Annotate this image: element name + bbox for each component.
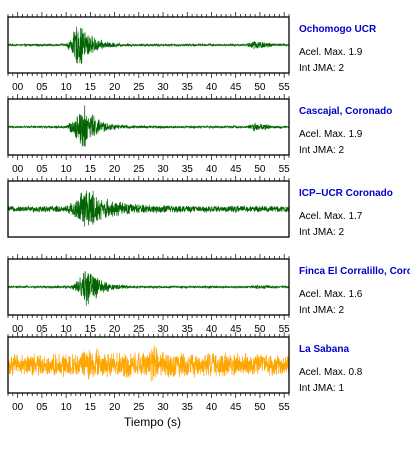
x-tick-label: 40 <box>206 402 218 413</box>
waveform-trace-2 <box>7 190 290 227</box>
x-tick-label: 20 <box>109 82 121 93</box>
jma-intensity-label: Int JMA: 2 <box>299 305 345 316</box>
x-tick-label: 30 <box>157 402 169 413</box>
x-tick-label: 40 <box>206 164 218 175</box>
x-axis-label: Tiempo (s) <box>124 415 181 429</box>
x-tick-label: 40 <box>206 324 218 335</box>
x-tick-label: 35 <box>182 402 194 413</box>
acel-max-label: Acel. Max. 1.7 <box>299 211 363 222</box>
x-tick-label: 10 <box>61 164 73 175</box>
jma-intensity-label: Int JMA: 2 <box>299 145 345 156</box>
acel-max-label: Acel. Max. 1.9 <box>299 129 363 140</box>
x-tick-label: 15 <box>85 82 97 93</box>
x-tick-label: 50 <box>254 402 266 413</box>
x-tick-label: 35 <box>182 82 194 93</box>
waveform-trace-1 <box>7 105 290 147</box>
x-tick-label: 25 <box>133 164 145 175</box>
jma-intensity-label: Int JMA: 1 <box>299 383 345 394</box>
x-tick-label: 40 <box>206 82 218 93</box>
station-name: ICP–UCR Coronado <box>299 188 393 199</box>
x-tick-label: 00 <box>12 402 24 413</box>
x-tick-label: 45 <box>230 164 242 175</box>
x-tick-label: 30 <box>157 324 169 335</box>
x-tick-label: 10 <box>61 324 73 335</box>
x-tick-label: 50 <box>254 324 266 335</box>
x-tick-label: 35 <box>182 324 194 335</box>
x-tick-label: 55 <box>279 402 291 413</box>
jma-intensity-label: Int JMA: 2 <box>299 63 345 74</box>
x-tick-label: 50 <box>254 164 266 175</box>
x-tick-label: 30 <box>157 164 169 175</box>
x-tick-label: 05 <box>36 402 48 413</box>
x-tick-label: 35 <box>182 164 194 175</box>
acel-max-label: Acel. Max. 1.6 <box>299 289 363 300</box>
waveform-trace-4 <box>7 345 290 382</box>
x-tick-label: 15 <box>85 402 97 413</box>
x-tick-label: 10 <box>61 82 73 93</box>
x-tick-label: 05 <box>36 164 48 175</box>
waveform-trace-0 <box>7 26 290 64</box>
x-tick-label: 20 <box>109 164 121 175</box>
x-tick-label: 20 <box>109 402 121 413</box>
acel-max-label: Acel. Max. 1.9 <box>299 47 363 58</box>
x-tick-label: 45 <box>230 324 242 335</box>
x-tick-label: 05 <box>36 324 48 335</box>
x-tick-label: 15 <box>85 324 97 335</box>
station-name: Finca El Corralillo, Coronado <box>299 266 410 277</box>
x-tick-label: 15 <box>85 164 97 175</box>
waveform-trace-3 <box>7 271 290 306</box>
station-name: Ochomogo UCR <box>299 24 377 35</box>
x-tick-label: 25 <box>133 402 145 413</box>
x-tick-label: 05 <box>36 82 48 93</box>
x-tick-label: 25 <box>133 324 145 335</box>
x-tick-label: 45 <box>230 82 242 93</box>
x-tick-label: 55 <box>279 82 291 93</box>
x-tick-label: 55 <box>279 324 291 335</box>
x-tick-label: 25 <box>133 82 145 93</box>
x-tick-label: 30 <box>157 82 169 93</box>
x-tick-label: 45 <box>230 402 242 413</box>
x-tick-label: 00 <box>12 82 24 93</box>
x-tick-label: 50 <box>254 82 266 93</box>
x-tick-label: 20 <box>109 324 121 335</box>
jma-intensity-label: Int JMA: 2 <box>299 227 345 238</box>
station-name: Cascajal, Coronado <box>299 106 393 117</box>
x-tick-label: 00 <box>12 324 24 335</box>
x-tick-label: 00 <box>12 164 24 175</box>
station-name: La Sabana <box>299 344 350 355</box>
acel-max-label: Acel. Max. 0.8 <box>299 367 363 378</box>
x-tick-label: 10 <box>61 402 73 413</box>
x-tick-label: 55 <box>279 164 291 175</box>
